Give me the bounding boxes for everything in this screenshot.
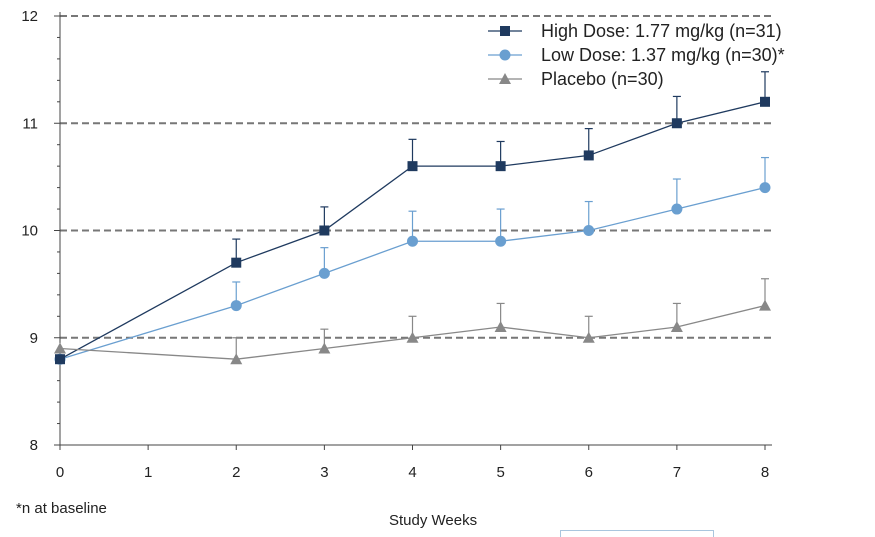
data-point-series-1 xyxy=(671,203,683,215)
series-line-1 xyxy=(59,186,766,360)
legend-label-1: Low Dose: 1.37 mg/kg (n=30)* xyxy=(541,45,785,65)
y-tick-label-9: 9 xyxy=(30,330,38,347)
data-point-series-2 xyxy=(670,321,683,333)
x-tick-label-5: 5 xyxy=(496,464,504,481)
data-point-series-1 xyxy=(230,300,242,312)
series-line-0 xyxy=(59,101,766,360)
x-tick-label-3: 3 xyxy=(320,464,328,481)
y-tick-label-8: 8 xyxy=(30,437,38,454)
legend-marker-2 xyxy=(499,73,511,84)
x-tick-label-8: 8 xyxy=(761,464,769,481)
data-point-series-1 xyxy=(318,267,330,279)
data-point-series-0 xyxy=(407,161,418,172)
series-markers xyxy=(54,96,771,365)
data-point-series-0 xyxy=(231,257,242,268)
legend-label-0: High Dose: 1.77 mg/kg (n=31) xyxy=(541,21,782,41)
x-tick-label-0: 0 xyxy=(56,464,64,481)
legend: High Dose: 1.77 mg/kg (n=31) Low Dose: 1.… xyxy=(488,21,785,89)
data-point-series-1 xyxy=(583,225,595,236)
data-point-series-2 xyxy=(230,353,243,365)
footnote: *n at baseline xyxy=(16,500,107,517)
legend-marker-0 xyxy=(500,26,510,36)
y-tick-label-11: 11 xyxy=(22,115,38,132)
data-point-series-1 xyxy=(495,235,507,247)
data-point-series-2 xyxy=(318,342,331,354)
error-bars xyxy=(232,71,769,360)
data-point-series-0 xyxy=(495,161,506,172)
legend-marker-1 xyxy=(499,49,511,61)
data-point-series-2 xyxy=(759,299,771,311)
data-point-series-0 xyxy=(583,150,594,161)
x-tick-label-2: 2 xyxy=(232,464,240,481)
series-lines xyxy=(59,101,766,360)
series-line-2 xyxy=(59,304,766,360)
x-tick-label-6: 6 xyxy=(585,464,593,481)
x-tick-label-1: 1 xyxy=(144,464,152,481)
y-tick-label-12: 12 xyxy=(21,8,38,25)
x-tick-label-7: 7 xyxy=(673,464,681,481)
data-point-series-0 xyxy=(760,96,770,107)
legend-label-2: Placebo (n=30) xyxy=(541,69,664,89)
data-point-series-1 xyxy=(407,235,418,247)
data-point-series-2 xyxy=(54,342,66,354)
data-point-series-1 xyxy=(759,182,771,194)
data-point-series-2 xyxy=(494,321,507,333)
data-point-series-0 xyxy=(55,354,65,365)
data-point-series-0 xyxy=(319,225,330,236)
data-point-series-2 xyxy=(406,331,419,343)
data-point-series-2 xyxy=(582,331,595,343)
x-tick-label-4: 4 xyxy=(408,464,416,481)
x-axis-label: Study Weeks xyxy=(389,512,478,529)
y-tick-label-10: 10 xyxy=(21,223,38,240)
data-point-series-0 xyxy=(671,118,682,129)
